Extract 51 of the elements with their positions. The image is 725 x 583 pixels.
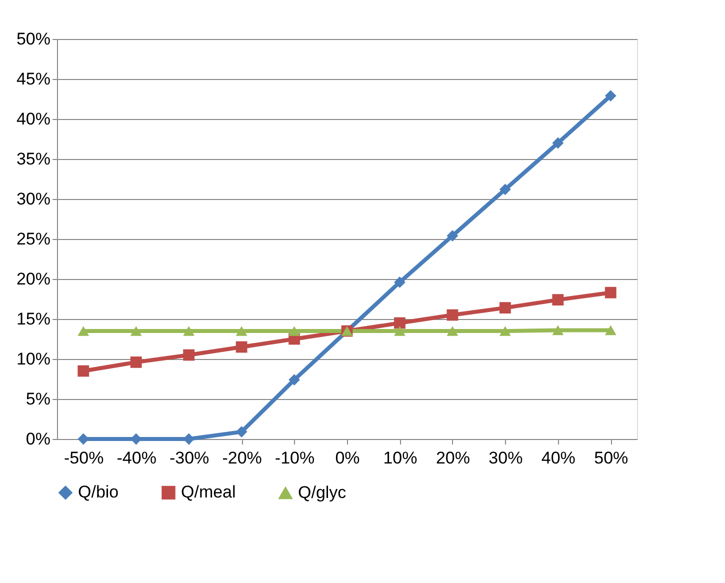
y-tick-label: 45%	[16, 70, 50, 88]
point	[604, 325, 616, 336]
point	[394, 317, 406, 329]
x-tick-label: -10%	[274, 448, 315, 468]
x-tick-label: 10%	[383, 448, 418, 468]
point	[236, 426, 248, 438]
x-tick-label: 50%	[594, 448, 628, 468]
point	[236, 326, 248, 336]
x-tick-label: -30%	[169, 448, 210, 468]
legend-label: Q/meal	[181, 482, 236, 502]
point	[446, 309, 458, 321]
point	[499, 326, 511, 336]
y-tick-label: 15%	[16, 310, 50, 328]
point	[78, 326, 90, 336]
y-tick-label: 10%	[16, 350, 50, 368]
point	[394, 276, 406, 288]
x-tick-label: -50%	[64, 448, 104, 468]
y-tick-label: 30%	[16, 190, 50, 208]
point	[78, 365, 90, 377]
point	[604, 90, 616, 102]
x-tick-label: 0%	[335, 448, 360, 468]
point	[183, 326, 195, 336]
point	[288, 326, 300, 336]
y-tick-label: 50%	[16, 30, 50, 48]
legend-label: Q/bio	[78, 482, 119, 502]
point	[446, 230, 458, 242]
y-tick-label: 40%	[16, 110, 50, 128]
y-tick-label: 35%	[16, 150, 50, 168]
point	[183, 349, 195, 361]
point	[499, 302, 511, 314]
y-tick-label: 0%	[26, 430, 50, 448]
point	[236, 341, 248, 353]
point	[552, 325, 564, 336]
x-tick-label: 30%	[488, 448, 523, 468]
legend-label: Q/glyc	[298, 483, 347, 502]
point	[604, 286, 616, 298]
point	[446, 326, 458, 336]
x-tick-label: 20%	[436, 448, 470, 468]
y-tick-label: 5%	[26, 390, 50, 408]
x-tick-label: -40%	[116, 448, 156, 468]
x-tick-label: 40%	[541, 448, 576, 468]
point	[552, 294, 564, 306]
y-tick-label: 20%	[16, 270, 50, 288]
point	[288, 374, 300, 386]
x-tick-label: -20%	[222, 448, 262, 468]
y-tick-label: 25%	[16, 230, 50, 248]
point	[130, 356, 142, 368]
point	[394, 326, 406, 336]
point	[130, 326, 142, 336]
point	[552, 137, 564, 149]
point	[499, 184, 511, 196]
